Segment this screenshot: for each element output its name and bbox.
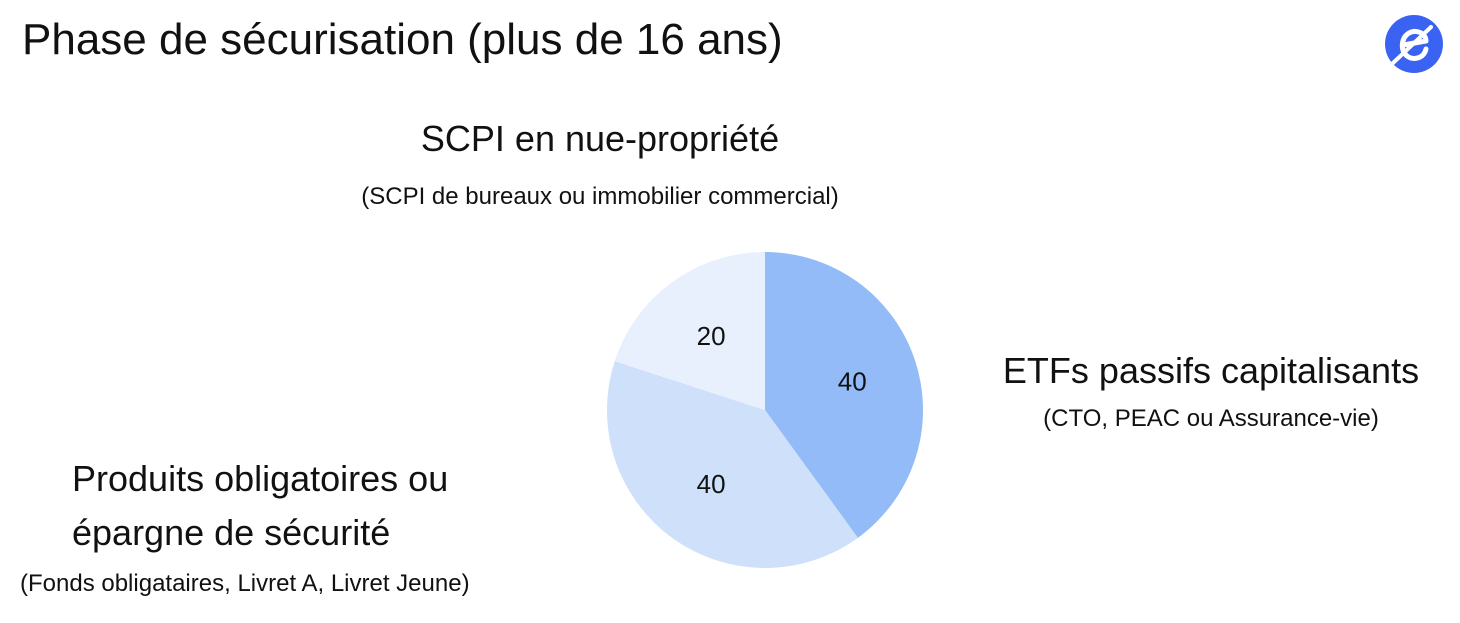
slice-obligations-value-label: 40 (697, 469, 726, 499)
legend-label-scpi: SCPI en nue-propriété (SCPI de bureaux o… (300, 113, 900, 212)
slice-scpi (614, 252, 765, 410)
slice-sublabel-etf: (CTO, PEAC ou Assurance-vie) (1043, 405, 1379, 433)
slice-etf (765, 252, 923, 538)
slice-scpi-value-label: 20 (697, 321, 726, 351)
slice-label-scpi: SCPI en nue-propriété (420, 118, 780, 159)
slice-label-obligations: Produits obligatoires ou épargne de sécu… (72, 458, 449, 553)
brand-logo-swoosh (1391, 25, 1433, 65)
slice-obligations (607, 361, 858, 568)
slice-sublabel-obligations: (Fonds obligataires, Livret A, Livret Je… (20, 570, 470, 597)
legend-label-etf: ETFs passifs capitalisants (CTO, PEAC ou… (970, 345, 1452, 434)
slice-sublabel-scpi: (SCPI de bureaux ou immobilier commercia… (361, 183, 839, 211)
slice-label-etf: ETFs passifs capitalisants (1002, 350, 1420, 391)
page-title: Phase de sécurisation (plus de 16 ans) (22, 15, 783, 64)
legend-label-obligations: Produits obligatoires ou épargne de sécu… (20, 452, 542, 599)
slice-etf-value-label: 40 (838, 367, 867, 397)
brand-logo-icon (1385, 15, 1443, 73)
